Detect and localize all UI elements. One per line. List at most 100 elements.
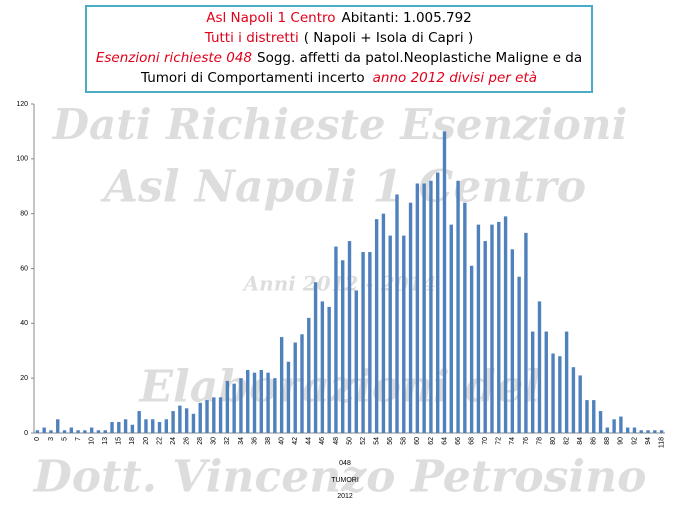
x-tick-label: 22 xyxy=(156,437,163,445)
x-tick-label: 7 xyxy=(75,437,82,441)
bar xyxy=(374,219,379,433)
bar xyxy=(469,265,474,433)
bar xyxy=(273,378,277,433)
bar xyxy=(293,342,297,433)
title-part: Abitanti: 1.005.792 xyxy=(342,10,472,26)
bar xyxy=(592,400,596,433)
x-label: 048 xyxy=(339,460,351,467)
bar xyxy=(137,411,141,433)
x-label: TUMORI xyxy=(331,477,359,484)
x-tick-label: 56 xyxy=(387,437,394,445)
bar xyxy=(212,397,216,433)
x-tick-label: 10 xyxy=(89,437,96,445)
x-tick-label: 36 xyxy=(251,437,258,445)
bar xyxy=(83,430,87,433)
title-line: Tumori di Comportamenti incerto anno 2012… xyxy=(140,70,537,86)
bar xyxy=(76,430,80,433)
bar xyxy=(388,235,392,433)
bar xyxy=(178,405,182,433)
bar xyxy=(259,369,263,433)
x-tick-label: 90 xyxy=(618,437,625,445)
x-tick-label: 20 xyxy=(143,437,150,445)
x-tick-label: 32 xyxy=(224,437,231,445)
bar xyxy=(422,183,426,433)
title-part: Tumori di Comportamenti incerto xyxy=(140,70,365,86)
bar xyxy=(232,383,236,433)
title-line: Esenzioni richieste 048 Sogg. affetti da … xyxy=(96,50,582,66)
x-tick-label: 66 xyxy=(455,437,462,445)
bar xyxy=(653,430,657,433)
x-tick-label: 38 xyxy=(265,437,272,445)
x-tick-label: 0 xyxy=(34,437,41,441)
watermark: Anni 2012 - 2014 xyxy=(242,272,437,296)
bar xyxy=(463,202,467,433)
bar xyxy=(646,430,650,433)
x-tick-label: 80 xyxy=(550,437,557,445)
x-tick-label: 26 xyxy=(184,437,191,445)
y-tick-label: 60 xyxy=(20,265,28,272)
x-tick-label: 54 xyxy=(373,437,380,445)
x-tick-label: 46 xyxy=(319,437,326,445)
y-tick-label: 40 xyxy=(20,320,28,327)
bar xyxy=(49,430,53,433)
bar xyxy=(307,317,311,433)
bar xyxy=(564,331,569,433)
title-part: Asl Napoli 1 Centro xyxy=(206,10,335,26)
bar xyxy=(347,241,352,433)
bar xyxy=(612,419,616,433)
x-tick-label: 86 xyxy=(591,437,598,445)
bar xyxy=(497,221,501,433)
bar xyxy=(110,422,114,433)
watermark: Elaborazioni del xyxy=(137,362,540,413)
bar xyxy=(130,424,135,433)
x-tick-label: 62 xyxy=(428,437,435,445)
bar xyxy=(476,224,481,433)
x-tick-label: 44 xyxy=(306,437,313,445)
bar xyxy=(334,246,338,433)
x-tick-label: 13 xyxy=(102,437,109,445)
bar xyxy=(191,413,196,433)
bar xyxy=(184,408,189,433)
bar xyxy=(246,369,250,433)
title-part: ( Napoli + Isola di Capri ) xyxy=(304,30,473,46)
bar xyxy=(537,301,542,433)
x-tick-label: 58 xyxy=(401,437,408,445)
x-tick-label: 88 xyxy=(604,437,611,445)
bar xyxy=(483,241,487,433)
x-tick-label: 84 xyxy=(577,437,584,445)
bar xyxy=(429,180,433,433)
bar xyxy=(239,378,243,433)
x-label: 2012 xyxy=(337,493,353,500)
bar xyxy=(639,430,643,433)
bar xyxy=(524,232,528,433)
bar xyxy=(341,260,345,433)
y-tick-label: 0 xyxy=(24,430,28,437)
x-tick-label: 78 xyxy=(536,437,543,445)
watermark: Asl Napoli 1 Centro xyxy=(100,162,586,213)
bar xyxy=(56,419,60,433)
bar xyxy=(252,372,257,433)
x-tick-label: 68 xyxy=(468,437,475,445)
bar xyxy=(544,331,548,433)
bar xyxy=(558,356,562,433)
bar xyxy=(517,276,521,433)
bar xyxy=(659,430,664,433)
y-tick-label: 20 xyxy=(20,375,28,382)
bar xyxy=(503,216,508,433)
bar xyxy=(490,224,494,433)
bar xyxy=(225,380,230,433)
bar xyxy=(157,422,162,433)
bar xyxy=(164,419,169,433)
bar xyxy=(144,419,148,433)
bar xyxy=(117,422,121,433)
x-tick-label: 30 xyxy=(211,437,218,445)
bar xyxy=(625,427,630,433)
bar xyxy=(530,331,535,433)
bar xyxy=(571,367,576,433)
bar xyxy=(436,172,440,433)
bar xyxy=(35,430,40,433)
y-tick-label: 80 xyxy=(20,211,28,218)
title-line: Asl Napoli 1 Centro Abitanti: 1.005.792 xyxy=(206,10,472,26)
bar xyxy=(300,334,304,433)
x-tick-label: 70 xyxy=(482,437,489,445)
